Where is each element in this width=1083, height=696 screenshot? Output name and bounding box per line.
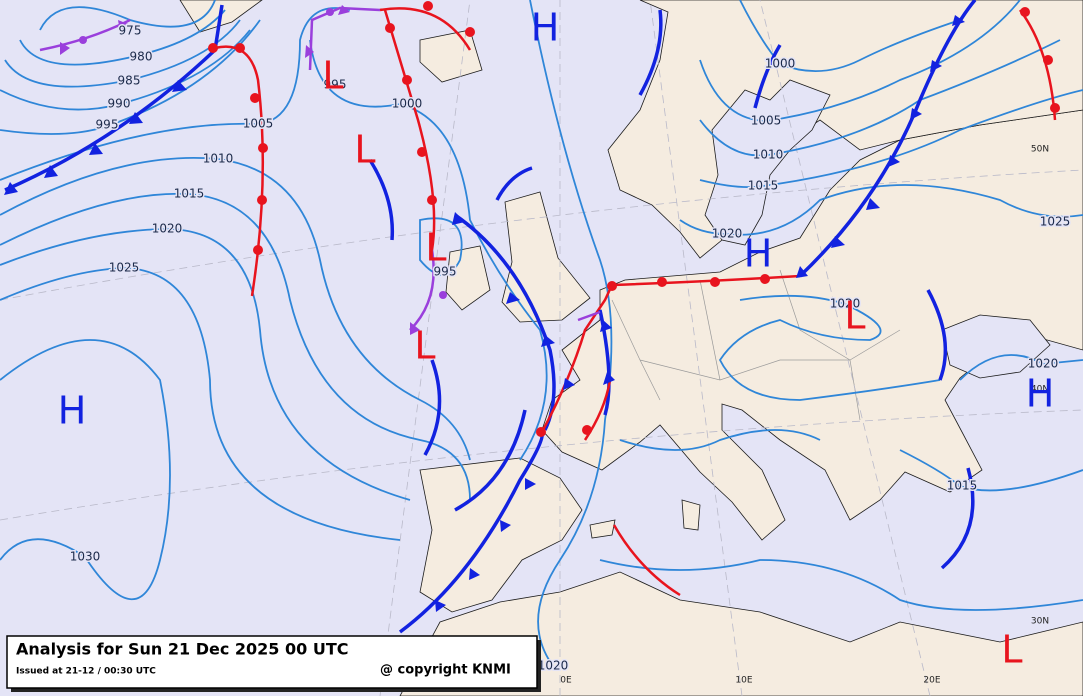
warm-front — [379, 7, 472, 51]
warm-front — [383, 9, 436, 251]
fronts — [4, 0, 1060, 634]
isobar-label: 1010 — [203, 152, 234, 166]
warm-front — [612, 524, 681, 597]
cold-front — [398, 431, 545, 634]
pressure-center: H — [58, 389, 87, 433]
graticule-label: 10E — [735, 676, 752, 686]
trough — [638, 9, 663, 96]
pressure-center: L — [354, 128, 375, 172]
graticule-label: 50N — [1031, 145, 1049, 155]
isobar-label: 1025 — [109, 261, 140, 275]
graticule-label: 40N — [1031, 385, 1049, 395]
copyright: @ copyright KNMI — [380, 663, 511, 678]
isobar-label: 985 — [118, 74, 141, 88]
trough — [926, 289, 948, 381]
cold-front — [4, 4, 224, 192]
isobar-label: 1020 — [152, 222, 183, 236]
isobar-label: 1015 — [748, 179, 779, 193]
isobar-label: 1015 — [947, 479, 978, 493]
isobar-label: 1025 — [1040, 215, 1071, 229]
trough — [454, 409, 527, 512]
isobar-label: 1020 — [712, 227, 743, 241]
isobar-label: 990 — [108, 97, 131, 111]
pressure-center: L — [414, 324, 435, 368]
isobar-label: 1020 — [538, 659, 569, 673]
isobar-label: 1000 — [392, 97, 423, 111]
title: Analysis for Sun 21 Dec 2025 00 UTC — [16, 640, 348, 659]
graticule-label: 30N — [1031, 617, 1049, 627]
isobar-label: 975 — [119, 24, 142, 38]
labels: 975 980 985 990 995 1005 1010 1015 1020 1025 1030 9… — [58, 6, 1072, 686]
isobar-label: 995 — [434, 265, 457, 279]
occluded-front — [577, 310, 601, 322]
pressure-center: H — [531, 6, 560, 50]
pressure-center: L — [322, 54, 343, 98]
trough — [423, 359, 442, 456]
issued: Issued at 21-12 / 00:30 UTC — [16, 667, 156, 677]
trough — [495, 166, 533, 201]
isobar-label: 1015 — [174, 187, 205, 201]
pressure-center: L — [425, 226, 446, 270]
isobar-label: 1005 — [751, 114, 782, 128]
isobar-label: 1030 — [70, 550, 101, 564]
isobar-label: 1000 — [765, 57, 796, 71]
title-box — [6, 635, 538, 689]
graticule-label: 20E — [923, 676, 940, 686]
trough — [368, 159, 395, 241]
pressure-center: L — [1001, 628, 1022, 672]
isobar-label: 980 — [130, 50, 153, 64]
occluded-front — [409, 249, 435, 331]
isobar-label: 1020 — [830, 297, 861, 311]
isobar-label: 1010 — [753, 148, 784, 162]
isobar-label: 995 — [324, 78, 347, 92]
isobar-label: 1020 — [1028, 357, 1059, 371]
isobar-label: 995 — [96, 118, 119, 132]
pressure-center: H — [744, 232, 773, 276]
trough — [940, 467, 975, 570]
pressure-center: L — [844, 294, 865, 338]
isobar-label: 1005 — [243, 117, 274, 131]
trough — [753, 44, 782, 109]
pressure-center: H — [1026, 372, 1055, 416]
graticule-label: 0E — [560, 676, 572, 686]
occluded-front — [308, 6, 381, 71]
